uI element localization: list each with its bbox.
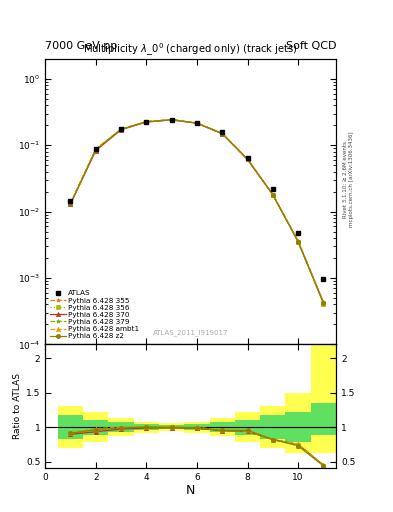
- Line: Pythia 6.428 379: Pythia 6.428 379: [68, 118, 325, 305]
- ATLAS: [296, 230, 300, 236]
- Pythia 6.428 355: [245, 156, 250, 162]
- Pythia 6.428 z2: [119, 126, 123, 132]
- Pythia 6.428 z2: [195, 120, 199, 126]
- Pythia 6.428 ambt1: [144, 119, 149, 125]
- ATLAS: [94, 145, 98, 152]
- Pythia 6.428 355: [119, 126, 123, 132]
- ATLAS: [321, 276, 326, 283]
- Pythia 6.428 379: [270, 191, 275, 198]
- Pythia 6.428 z2: [169, 117, 174, 123]
- Pythia 6.428 379: [68, 200, 73, 206]
- Text: ATLAS_2011_I919017: ATLAS_2011_I919017: [153, 329, 228, 336]
- ATLAS: [119, 126, 123, 132]
- Pythia 6.428 ambt1: [119, 126, 123, 132]
- Pythia 6.428 356: [68, 201, 73, 207]
- ATLAS: [169, 117, 174, 123]
- Pythia 6.428 355: [94, 146, 98, 153]
- Pythia 6.428 356: [169, 117, 174, 123]
- Line: Pythia 6.428 370: Pythia 6.428 370: [68, 118, 325, 305]
- Pythia 6.428 z2: [94, 146, 98, 153]
- Text: Soft QCD: Soft QCD: [286, 41, 336, 51]
- Line: ATLAS: ATLAS: [68, 117, 326, 282]
- Title: Multiplicity $\lambda\_0^0$ (charged only) (track jets): Multiplicity $\lambda\_0^0$ (charged onl…: [83, 41, 298, 58]
- Pythia 6.428 356: [245, 156, 250, 162]
- ATLAS: [144, 119, 149, 125]
- Pythia 6.428 ambt1: [220, 130, 224, 136]
- Pythia 6.428 ambt1: [195, 120, 199, 126]
- Pythia 6.428 370: [195, 120, 199, 126]
- ATLAS: [270, 186, 275, 192]
- Pythia 6.428 370: [296, 238, 300, 244]
- Pythia 6.428 370: [119, 126, 123, 133]
- ATLAS: [68, 198, 73, 204]
- Pythia 6.428 379: [220, 131, 224, 137]
- Pythia 6.428 370: [169, 117, 174, 123]
- Text: 7000 GeV pp: 7000 GeV pp: [45, 41, 118, 51]
- Pythia 6.428 ambt1: [270, 191, 275, 198]
- Text: mcplots.cern.ch [arXiv:1306.3436]: mcplots.cern.ch [arXiv:1306.3436]: [349, 132, 354, 227]
- Pythia 6.428 ambt1: [94, 146, 98, 153]
- Pythia 6.428 370: [321, 299, 326, 305]
- Pythia 6.428 355: [68, 201, 73, 207]
- Text: Rivet 3.1.10; ≥ 2.6M events: Rivet 3.1.10; ≥ 2.6M events: [343, 141, 348, 218]
- Pythia 6.428 370: [68, 201, 73, 207]
- Pythia 6.428 ambt1: [68, 200, 73, 206]
- Pythia 6.428 379: [169, 117, 174, 123]
- Pythia 6.428 z2: [296, 239, 300, 245]
- Line: Pythia 6.428 z2: Pythia 6.428 z2: [68, 118, 325, 305]
- Pythia 6.428 370: [144, 119, 149, 125]
- Pythia 6.428 356: [270, 191, 275, 198]
- Pythia 6.428 379: [195, 120, 199, 126]
- Line: Pythia 6.428 355: Pythia 6.428 355: [68, 118, 325, 305]
- Pythia 6.428 ambt1: [296, 238, 300, 244]
- Pythia 6.428 356: [296, 239, 300, 245]
- Pythia 6.428 355: [270, 191, 275, 198]
- Pythia 6.428 355: [321, 299, 326, 305]
- Pythia 6.428 z2: [220, 131, 224, 137]
- Pythia 6.428 379: [245, 156, 250, 162]
- Pythia 6.428 379: [296, 238, 300, 244]
- Pythia 6.428 379: [144, 119, 149, 125]
- Pythia 6.428 355: [169, 117, 174, 123]
- Pythia 6.428 ambt1: [169, 116, 174, 122]
- Pythia 6.428 ambt1: [321, 299, 326, 305]
- Pythia 6.428 370: [270, 191, 275, 198]
- Pythia 6.428 370: [94, 147, 98, 154]
- Pythia 6.428 356: [144, 119, 149, 125]
- Pythia 6.428 ambt1: [245, 156, 250, 162]
- Pythia 6.428 356: [321, 301, 326, 307]
- Pythia 6.428 355: [195, 120, 199, 126]
- Pythia 6.428 379: [119, 126, 123, 132]
- Line: Pythia 6.428 356: Pythia 6.428 356: [68, 118, 325, 306]
- Pythia 6.428 z2: [245, 156, 250, 162]
- Pythia 6.428 356: [220, 131, 224, 137]
- Y-axis label: Ratio to ATLAS: Ratio to ATLAS: [13, 373, 22, 439]
- Pythia 6.428 370: [220, 131, 224, 137]
- Pythia 6.428 z2: [68, 201, 73, 207]
- Pythia 6.428 379: [94, 146, 98, 153]
- Pythia 6.428 z2: [270, 191, 275, 198]
- Pythia 6.428 355: [296, 238, 300, 244]
- Legend: ATLAS, Pythia 6.428 355, Pythia 6.428 356, Pythia 6.428 370, Pythia 6.428 379, P: ATLAS, Pythia 6.428 355, Pythia 6.428 35…: [49, 289, 141, 341]
- Pythia 6.428 370: [245, 156, 250, 162]
- ATLAS: [220, 129, 224, 135]
- Pythia 6.428 379: [321, 299, 326, 305]
- X-axis label: N: N: [186, 484, 195, 497]
- Line: Pythia 6.428 ambt1: Pythia 6.428 ambt1: [68, 117, 325, 305]
- Pythia 6.428 356: [195, 120, 199, 126]
- Pythia 6.428 356: [119, 126, 123, 132]
- Pythia 6.428 355: [220, 131, 224, 137]
- ATLAS: [195, 120, 199, 126]
- Pythia 6.428 355: [144, 119, 149, 125]
- ATLAS: [245, 155, 250, 161]
- Pythia 6.428 z2: [321, 300, 326, 306]
- Pythia 6.428 356: [94, 146, 98, 153]
- Pythia 6.428 z2: [144, 119, 149, 125]
